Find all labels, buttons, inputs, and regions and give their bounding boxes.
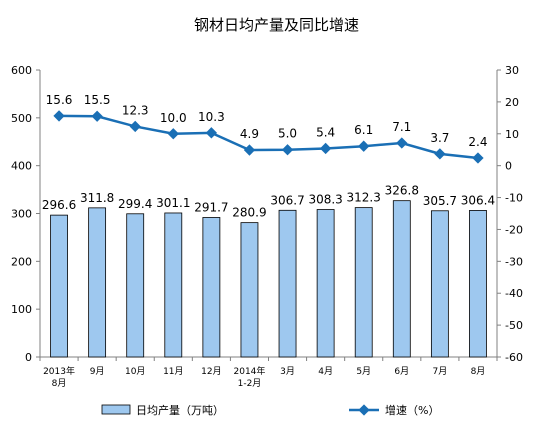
right-tick-label: -50 [505,319,523,332]
left-tick-label: 300 [11,208,32,221]
x-category-label: 12月 [201,366,221,377]
bar-value-label: 311.8 [80,191,114,205]
left-tick-label: 400 [11,160,32,173]
growth-point [53,110,65,122]
bar [126,213,145,358]
growth-point [129,120,141,133]
x-category-label: 8月 [471,366,486,377]
left-tick-label: 100 [11,303,32,316]
bar [392,200,411,358]
right-tick-label: -60 [505,351,523,364]
bar-value-label: 296.6 [42,198,76,212]
bar-value-label: 291.7 [194,200,228,214]
growth-value-label: 6.1 [354,123,373,137]
bar-value-label: 301.1 [156,196,190,210]
right-tick-label: 30 [505,64,519,77]
growth-value-label: 10.3 [198,110,225,124]
growth-point [205,127,218,139]
bar-value-label: 306.7 [270,193,304,207]
left-tick-label: 0 [25,351,32,364]
x-category-label: 2013年 8月 [43,365,75,389]
bar [316,209,335,358]
right-tick-label: 20 [505,96,519,109]
bar-value-label: 299.4 [118,197,152,211]
bar-value-label: 308.3 [308,193,342,207]
legend-line-marker [358,404,370,416]
x-category-label: 7月 [433,366,448,377]
growth-line [59,114,479,160]
bar-value-label: 305.7 [423,194,457,208]
growth-point [243,144,256,156]
bar [50,214,68,358]
growth-value-label: 3.7 [430,131,449,145]
growth-point [434,148,446,160]
x-category-label: 2014年 1-2月 [234,365,266,389]
x-category-label: 11月 [163,366,183,377]
left-tick-label: 200 [11,255,32,268]
legend-line-label: 增速（%） [385,403,439,417]
left-tick-label: 500 [11,112,32,125]
growth-value-label: 15.5 [84,93,111,107]
bar [354,207,373,358]
x-category-label: 10月 [125,366,145,377]
right-tick-label: 0 [505,160,512,173]
right-tick-label: -20 [505,223,523,236]
right-tick-label: -40 [505,287,523,300]
growth-value-label: 10.0 [160,111,187,125]
x-category-label: 5月 [356,366,371,377]
x-category-label: 4月 [318,366,333,377]
bar-value-label: 306.4 [461,193,495,207]
bar [88,207,107,358]
right-tick-label: 10 [505,128,519,141]
bar [240,222,259,358]
growth-point [91,110,103,122]
bar-value-label: 280.9 [232,206,266,220]
bar-value-label: 326.8 [385,184,419,198]
growth-point [396,137,408,149]
growth-value-label: 15.6 [46,93,73,107]
growth-value-label: 2.4 [468,135,487,149]
growth-value-label: 12.3 [122,103,149,117]
growth-value-label: 4.9 [240,127,259,141]
left-tick-label: 600 [11,64,32,77]
legend-bar-swatch [101,404,131,415]
legend-bar-label: 日均产量（万吨） [136,403,224,417]
chart-title: 钢材日均产量及同比增速 [193,16,359,34]
growth-value-label: 5.0 [278,127,297,141]
growth-point [472,152,484,164]
right-tick-label: -30 [505,255,523,268]
growth-point [167,128,179,140]
bar [469,210,487,358]
bar [430,210,449,358]
x-category-label: 6月 [394,366,409,377]
bar [202,217,221,358]
growth-point [281,144,294,156]
right-tick-label: -10 [505,192,523,205]
x-category-label: 9月 [90,366,105,377]
growth-point [319,142,332,155]
x-category-label: 3月 [280,366,295,377]
growth-value-label: 7.1 [392,120,411,134]
bar-value-label: 312.3 [347,191,381,205]
bar [278,209,297,358]
growth-value-label: 5.4 [316,125,335,139]
bar [164,212,183,358]
growth-point [358,140,370,152]
